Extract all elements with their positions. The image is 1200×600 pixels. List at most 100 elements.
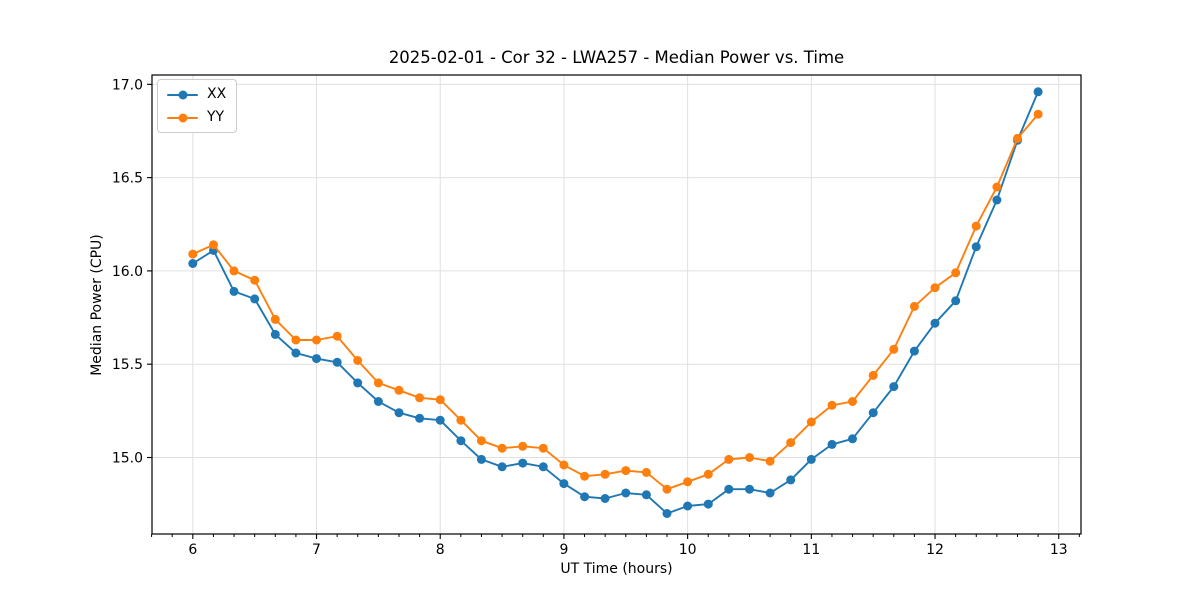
data-point-yy (559, 460, 569, 470)
x-tick-label: 6 (188, 542, 197, 558)
y-tick-label: 17.0 (112, 77, 143, 93)
data-point-yy (827, 400, 837, 410)
legend-marker-icon (178, 113, 187, 122)
data-point-yy (662, 484, 672, 494)
data-point-xx (909, 346, 919, 356)
data-point-yy (786, 438, 796, 448)
data-point-xx (662, 509, 672, 518)
data-point-xx (394, 408, 404, 418)
data-point-yy (394, 385, 404, 395)
data-point-yy (291, 335, 301, 345)
legend-swatch-yy (167, 113, 198, 122)
data-point-xx (889, 382, 899, 392)
data-point-xx (497, 462, 507, 472)
legend-label-yy: YY (207, 109, 225, 125)
data-point-yy (497, 443, 507, 453)
data-point-yy (188, 249, 198, 259)
data-point-xx (270, 329, 280, 339)
data-point-yy (456, 415, 466, 425)
data-point-yy (992, 182, 1002, 192)
data-point-xx (806, 454, 816, 464)
data-point-xx (848, 434, 857, 444)
data-point-yy (806, 417, 816, 427)
data-point-xx (415, 413, 425, 423)
chart-title: 2025-02-01 - Cor 32 - LWA257 - Median Po… (388, 48, 845, 67)
legend-item-yy: YY (167, 108, 226, 127)
x-axis-label: UT Time (hours) (560, 561, 673, 577)
data-point-xx (188, 259, 198, 268)
data-point-xx (971, 242, 981, 252)
data-point-xx (580, 492, 590, 502)
data-point-yy (621, 466, 631, 476)
data-point-xx (745, 484, 754, 494)
data-point-yy (229, 266, 239, 276)
y-tick-label: 16.0 (112, 264, 143, 280)
data-point-yy (580, 471, 590, 481)
x-tick-label: 13 (1050, 542, 1068, 558)
legend-marker-icon (178, 90, 187, 99)
y-axis-label: Median Power (CPU) (89, 234, 105, 376)
data-point-yy (600, 469, 610, 479)
x-tick-label: 9 (559, 542, 568, 558)
data-point-yy (848, 397, 857, 406)
series-line-xx (191, 90, 1040, 515)
data-point-xx (765, 488, 775, 498)
y-tick-label: 15.5 (112, 357, 143, 373)
data-point-yy (353, 356, 363, 365)
data-point-xx (930, 318, 940, 328)
data-point-yy (951, 268, 961, 278)
data-point-xx (868, 408, 878, 418)
data-point-yy (415, 393, 425, 403)
y-tick-label: 15.0 (112, 451, 143, 467)
data-point-xx (641, 490, 651, 500)
data-point-yy (1033, 109, 1043, 119)
data-point-xx (992, 195, 1002, 205)
data-point-yy (765, 456, 775, 466)
data-point-yy (683, 477, 693, 487)
data-point-xx (456, 436, 466, 446)
data-point-yy (476, 436, 486, 446)
data-point-xx (703, 499, 713, 509)
data-point-xx (250, 294, 260, 304)
data-point-yy (889, 344, 899, 354)
data-point-xx (353, 378, 363, 388)
x-tick-label: 10 (679, 542, 697, 558)
data-point-xx (600, 494, 610, 503)
data-point-xx (229, 286, 239, 296)
data-point-xx (621, 488, 631, 498)
data-point-xx (559, 479, 569, 489)
data-point-xx (476, 454, 486, 464)
plot-border (151, 74, 1082, 535)
data-point-yy (724, 454, 734, 464)
x-tick-label: 11 (802, 542, 820, 558)
legend-label-xx: XX (207, 86, 227, 102)
x-tick-label: 12 (926, 542, 944, 558)
x-tick-label: 7 (312, 542, 321, 558)
data-point-xx (683, 501, 693, 511)
data-point-xx (332, 357, 342, 367)
data-point-xx (312, 354, 321, 364)
data-point-yy (373, 378, 383, 388)
data-point-yy (641, 467, 651, 477)
data-point-yy (332, 331, 342, 341)
legend-swatch-xx (167, 90, 198, 99)
data-point-yy (930, 283, 940, 293)
y-tick-label: 16.5 (112, 171, 143, 187)
legend: XX YY (157, 79, 238, 133)
data-point-yy (312, 335, 321, 345)
series-line-yy (191, 113, 1040, 491)
data-point-yy (909, 301, 919, 311)
data-point-yy (868, 370, 878, 380)
data-point-yy (1013, 133, 1022, 143)
data-point-xx (518, 458, 528, 468)
data-point-xx (786, 475, 796, 485)
data-point-xx (538, 462, 548, 472)
data-point-yy (518, 441, 528, 451)
data-point-yy (538, 443, 548, 453)
data-point-xx (1033, 87, 1043, 97)
data-point-xx (373, 397, 383, 406)
data-point-xx (724, 484, 734, 494)
data-point-yy (703, 469, 713, 479)
